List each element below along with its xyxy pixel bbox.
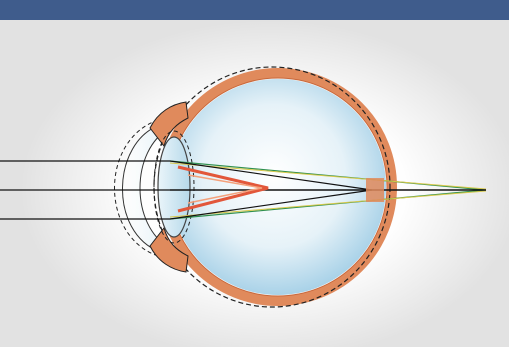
- top-banner: [0, 0, 509, 20]
- iris-lower: [149, 226, 189, 273]
- normal-eye-outline: [153, 66, 391, 308]
- ray-black-top: [169, 160, 373, 191]
- lens: [157, 136, 191, 238]
- ray-black-bottom: [169, 189, 373, 220]
- ray-red-focus-inner: [187, 174, 263, 204]
- ray-yellow-top: [169, 162, 487, 190]
- vitreous-body: [170, 79, 386, 295]
- cornea-dashed-outline: [114, 119, 159, 257]
- ray-yellow-bottom: [169, 190, 487, 218]
- ray-red-focus: [177, 165, 269, 213]
- iris-upper: [149, 101, 189, 148]
- retina-focus-patch: [366, 178, 384, 202]
- lens-dashed-outline: [153, 130, 195, 244]
